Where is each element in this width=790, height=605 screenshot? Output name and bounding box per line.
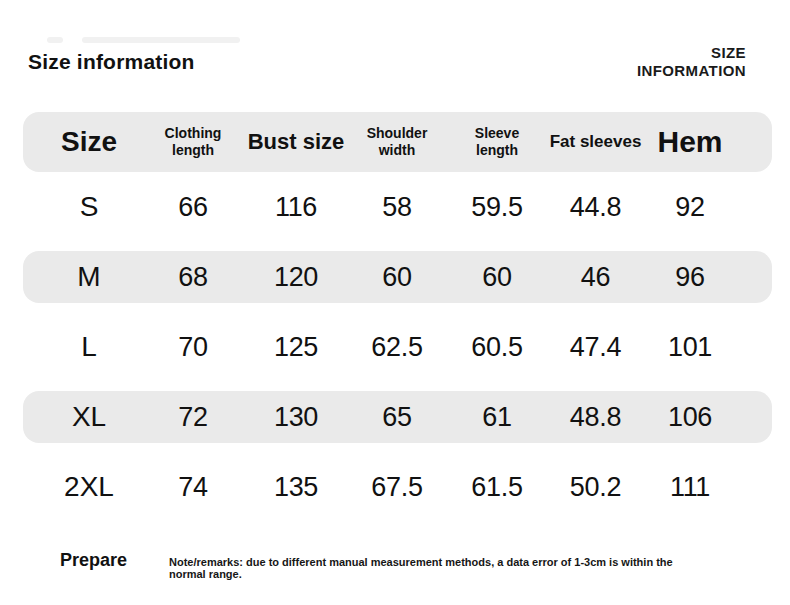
cell-value: 106 — [644, 403, 772, 431]
cell-value: 60 — [447, 263, 547, 291]
table-row-s: S 66 116 58 59.5 44.8 92 — [23, 172, 772, 242]
cell-value: 65 — [347, 403, 447, 431]
cell-value: 101 — [644, 333, 772, 361]
decorative-bar-small — [47, 37, 63, 43]
cell-value: 67.5 — [347, 473, 447, 501]
table-row-xl: XL 72 130 65 61 48.8 106 — [23, 391, 772, 443]
size-table: Size Clothing length Bust size Shoulder … — [23, 112, 772, 522]
header-cell-bust-size: Bust size — [245, 130, 347, 153]
header-cell-sleeve-length: Sleeve length — [447, 125, 547, 159]
cell-value: 61.5 — [447, 473, 547, 501]
table-row-m: M 68 120 60 60 46 96 — [23, 251, 772, 303]
cell-value: 62.5 — [347, 333, 447, 361]
cell-value: 116 — [245, 193, 347, 221]
cell-value: 59.5 — [447, 193, 547, 221]
cell-value: 74 — [141, 473, 245, 501]
row-size-label: S — [23, 192, 141, 221]
row-size-label: M — [23, 262, 141, 291]
cell-value: 66 — [141, 193, 245, 221]
prepare-label: Prepare — [60, 550, 127, 571]
header-cell-fat-sleeves: Fat sleeves — [547, 133, 644, 151]
cell-value: 96 — [644, 263, 772, 291]
row-size-label: L — [23, 332, 141, 361]
corner-title: SIZE INFORMATION — [637, 44, 746, 80]
cell-value: 92 — [644, 193, 772, 221]
cell-value: 50.2 — [547, 473, 644, 501]
cell-value: 60.5 — [447, 333, 547, 361]
corner-title-line2: INFORMATION — [637, 62, 746, 80]
cell-value: 111 — [644, 473, 772, 501]
row-size-label: 2XL — [23, 472, 141, 501]
header-cell-shoulder-width: Shoulder width — [347, 125, 447, 159]
header-cell-size: Size — [23, 127, 141, 156]
cell-value: 72 — [141, 403, 245, 431]
table-row-l: L 70 125 62.5 60.5 47.4 101 — [23, 312, 772, 382]
cell-value: 70 — [141, 333, 245, 361]
measurement-note: Note/remarks: due to different manual me… — [169, 556, 689, 580]
cell-value: 44.8 — [547, 193, 644, 221]
header-cell-clothing-length: Clothing length — [141, 125, 245, 159]
row-size-label: XL — [23, 402, 141, 431]
cell-value: 61 — [447, 403, 547, 431]
cell-value: 60 — [347, 263, 447, 291]
page-title: Size information — [28, 50, 195, 74]
cell-value: 120 — [245, 263, 347, 291]
corner-title-line1: SIZE — [637, 44, 746, 62]
cell-value: 48.8 — [547, 403, 644, 431]
decorative-bar-long — [82, 37, 240, 43]
cell-value: 68 — [141, 263, 245, 291]
cell-value: 47.4 — [547, 333, 644, 361]
cell-value: 46 — [547, 263, 644, 291]
table-row-2xl: 2XL 74 135 67.5 61.5 50.2 111 — [23, 452, 772, 522]
cell-value: 58 — [347, 193, 447, 221]
cell-value: 130 — [245, 403, 347, 431]
header-cell-hem: Hem — [644, 126, 772, 158]
cell-value: 135 — [245, 473, 347, 501]
cell-value: 125 — [245, 333, 347, 361]
table-header-row: Size Clothing length Bust size Shoulder … — [23, 112, 772, 172]
